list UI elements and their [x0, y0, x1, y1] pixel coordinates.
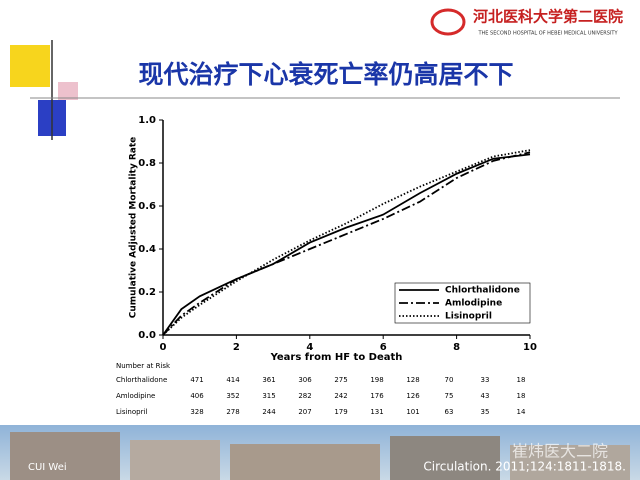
- y-tick-label: 0.2: [138, 287, 156, 298]
- slide-title: 现代治疗下心衰死亡率仍高居不下: [138, 60, 513, 89]
- watermark: 崔炜医大二院: [512, 442, 608, 461]
- legend-label: Chlorthalidone: [445, 286, 520, 296]
- risk-value: 18: [517, 376, 526, 384]
- risk-value: 126: [406, 392, 420, 400]
- risk-value: 18: [517, 392, 526, 400]
- risk-value: 275: [334, 376, 347, 384]
- series-line: [162, 151, 531, 336]
- logo-mark: [430, 8, 466, 36]
- risk-value: 244: [262, 408, 276, 416]
- y-tick-label: 1.0: [138, 115, 156, 126]
- risk-value: 198: [370, 376, 383, 384]
- risk-value: 306: [298, 376, 312, 384]
- risk-value: 75: [445, 392, 454, 400]
- risk-table-title: Number at Risk: [116, 362, 171, 370]
- risk-value: 63: [445, 408, 454, 416]
- risk-value: 278: [226, 408, 239, 416]
- series-line: [162, 149, 531, 336]
- risk-value: 14: [517, 408, 526, 416]
- risk-row-label: Lisinopril: [116, 408, 147, 416]
- y-tick-label: 0.4: [138, 244, 156, 255]
- risk-value: 315: [262, 392, 275, 400]
- risk-value: 471: [190, 376, 203, 384]
- x-tick-label: 8: [453, 342, 460, 353]
- y-axis-label: Cumulative Adjusted Mortality Rate: [129, 137, 139, 319]
- x-tick-label: 6: [380, 342, 387, 353]
- risk-value: 414: [226, 376, 240, 384]
- risk-value: 176: [370, 392, 384, 400]
- building: [130, 440, 220, 480]
- building: [10, 432, 120, 480]
- risk-value: 282: [298, 392, 311, 400]
- building: [390, 436, 500, 480]
- building: [510, 445, 630, 480]
- logo-title: 河北医科大学第二医院: [473, 8, 623, 26]
- series-line: [162, 153, 531, 336]
- author: CUI Wei: [28, 462, 67, 473]
- x-tick-label: 2: [233, 342, 240, 353]
- risk-value: 128: [406, 376, 419, 384]
- risk-value: 70: [445, 376, 454, 384]
- risk-value: 406: [190, 392, 204, 400]
- risk-value: 33: [481, 376, 490, 384]
- deco-square: [10, 45, 50, 87]
- risk-value: 101: [406, 408, 419, 416]
- risk-row-label: Amlodipine: [116, 392, 155, 400]
- risk-value: 43: [481, 392, 490, 400]
- x-axis-label: Years from HF to Death: [270, 352, 403, 363]
- building: [230, 444, 380, 480]
- risk-value: 207: [298, 408, 311, 416]
- legend-label: Lisinopril: [445, 312, 492, 322]
- y-tick-label: 0.8: [138, 158, 156, 169]
- x-tick-label: 10: [523, 342, 537, 353]
- risk-value: 179: [334, 408, 347, 416]
- risk-value: 242: [334, 392, 347, 400]
- legend-label: Amlodipine: [445, 299, 502, 309]
- deco-square: [58, 82, 78, 100]
- x-tick-label: 4: [306, 342, 313, 353]
- risk-value: 352: [226, 392, 239, 400]
- risk-value: 328: [190, 408, 203, 416]
- citation: Circulation. 2011;124:1811-1818.: [423, 460, 626, 474]
- risk-value: 361: [262, 376, 275, 384]
- logo-subtitle: THE SECOND HOSPITAL OF HEBEI MEDICAL UNI…: [477, 31, 618, 37]
- x-tick-label: 0: [160, 342, 167, 353]
- risk-value: 131: [370, 408, 383, 416]
- risk-row-label: Chlorthalidone: [116, 376, 167, 384]
- y-tick-label: 0.6: [138, 201, 156, 212]
- risk-value: 35: [481, 408, 490, 416]
- y-tick-label: 0.0: [138, 330, 156, 341]
